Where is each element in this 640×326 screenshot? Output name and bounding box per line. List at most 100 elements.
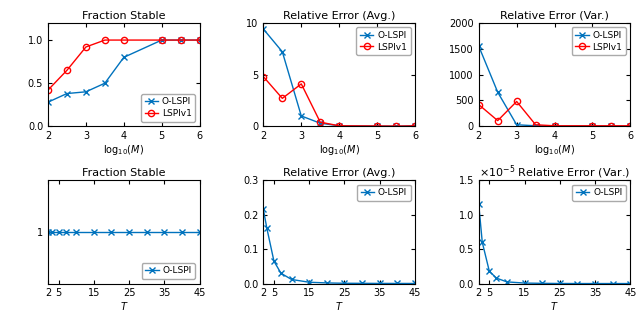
Line: LSPIv1: LSPIv1: [45, 37, 203, 93]
X-axis label: $T$: $T$: [120, 300, 128, 312]
O-LSPI: [260, 207, 268, 211]
LSPIv1: [260, 75, 268, 79]
O-LSPI: [270, 259, 278, 263]
LSPIv1: [316, 120, 324, 124]
O-LSPI: [263, 227, 271, 230]
O-LSPI: [305, 280, 313, 284]
Legend: O-LSPI: O-LSPI: [572, 185, 626, 201]
O-LSPI: [143, 230, 150, 234]
O-LSPI: [627, 282, 634, 286]
O-LSPI: [82, 90, 90, 94]
Line: LSPIv1: LSPIv1: [476, 98, 634, 129]
LSPIv1: [196, 38, 204, 42]
Line: O-LSPI: O-LSPI: [260, 26, 418, 129]
O-LSPI: [358, 281, 366, 285]
O-LSPI: [340, 281, 348, 285]
X-axis label: $\mathrm{log}_{10}(M)$: $\mathrm{log}_{10}(M)$: [103, 142, 145, 156]
O-LSPI: [288, 277, 296, 281]
LSPIv1: [177, 38, 184, 42]
O-LSPI: [316, 121, 324, 125]
O-LSPI: [556, 282, 564, 286]
O-LSPI: [120, 55, 127, 59]
LSPIv1: [63, 68, 71, 72]
O-LSPI: [177, 38, 184, 42]
LSPIv1: [532, 123, 540, 127]
O-LSPI: [196, 38, 204, 42]
O-LSPI: [494, 90, 502, 94]
O-LSPI: [161, 230, 168, 234]
O-LSPI: [392, 124, 400, 128]
LSPIv1: [551, 124, 559, 128]
LSPIv1: [335, 124, 343, 128]
O-LSPI: [411, 282, 419, 286]
O-LSPI: [260, 27, 268, 31]
O-LSPI: [278, 50, 286, 54]
Title: Relative Error (Var.): Relative Error (Var.): [500, 11, 609, 21]
O-LSPI: [108, 230, 115, 234]
O-LSPI: [335, 124, 343, 128]
Line: O-LSPI: O-LSPI: [260, 206, 418, 287]
LSPIv1: [158, 38, 166, 42]
Line: O-LSPI: O-LSPI: [45, 229, 203, 235]
LSPIv1: [513, 99, 520, 103]
Title: Relative Error (Avg.): Relative Error (Avg.): [283, 11, 396, 21]
O-LSPI: [90, 230, 98, 234]
LSPIv1: [44, 88, 52, 92]
O-LSPI: [196, 230, 204, 234]
Line: LSPIv1: LSPIv1: [260, 73, 418, 129]
Title: Fraction Stable: Fraction Stable: [82, 11, 166, 21]
X-axis label: $T$: $T$: [335, 300, 344, 312]
O-LSPI: [475, 202, 483, 206]
LSPIv1: [607, 124, 615, 128]
LSPIv1: [494, 119, 502, 123]
Legend: O-LSPI: O-LSPI: [357, 185, 410, 201]
LSPIv1: [373, 124, 381, 128]
Legend: O-LSPI, LSPIv1: O-LSPI, LSPIv1: [141, 94, 195, 122]
O-LSPI: [55, 230, 63, 234]
O-LSPI: [589, 124, 596, 128]
O-LSPI: [591, 282, 599, 286]
O-LSPI: [479, 240, 486, 244]
O-LSPI: [411, 124, 419, 128]
Legend: O-LSPI: O-LSPI: [141, 263, 195, 279]
O-LSPI: [323, 281, 331, 285]
O-LSPI: [551, 124, 559, 128]
O-LSPI: [101, 81, 109, 85]
O-LSPI: [521, 281, 529, 285]
O-LSPI: [532, 124, 540, 128]
O-LSPI: [373, 124, 381, 128]
O-LSPI: [277, 271, 285, 275]
O-LSPI: [513, 123, 520, 127]
LSPIv1: [475, 103, 483, 107]
LSPIv1: [627, 124, 634, 128]
LSPIv1: [278, 96, 286, 100]
O-LSPI: [609, 282, 616, 286]
X-axis label: $T$: $T$: [550, 300, 559, 312]
O-LSPI: [607, 124, 615, 128]
O-LSPI: [627, 124, 634, 128]
Title: $\times10^{-5}$ Relative Error (Var.): $\times10^{-5}$ Relative Error (Var.): [479, 163, 630, 181]
Legend: O-LSPI, LSPIv1: O-LSPI, LSPIv1: [572, 27, 626, 55]
O-LSPI: [44, 230, 52, 234]
Legend: O-LSPI, LSPIv1: O-LSPI, LSPIv1: [356, 27, 410, 55]
LSPIv1: [589, 124, 596, 128]
O-LSPI: [298, 114, 305, 118]
LSPIv1: [392, 124, 400, 128]
O-LSPI: [158, 38, 166, 42]
O-LSPI: [62, 230, 70, 234]
LSPIv1: [101, 38, 109, 42]
O-LSPI: [125, 230, 133, 234]
O-LSPI: [475, 44, 483, 48]
LSPIv1: [120, 38, 127, 42]
O-LSPI: [493, 276, 500, 280]
O-LSPI: [394, 281, 401, 285]
O-LSPI: [178, 230, 186, 234]
O-LSPI: [503, 280, 511, 284]
Line: O-LSPI: O-LSPI: [45, 37, 203, 105]
Line: O-LSPI: O-LSPI: [476, 201, 634, 287]
Title: Relative Error (Avg.): Relative Error (Avg.): [283, 168, 396, 178]
O-LSPI: [48, 230, 56, 234]
LSPIv1: [82, 45, 90, 49]
O-LSPI: [44, 100, 52, 104]
O-LSPI: [573, 282, 581, 286]
